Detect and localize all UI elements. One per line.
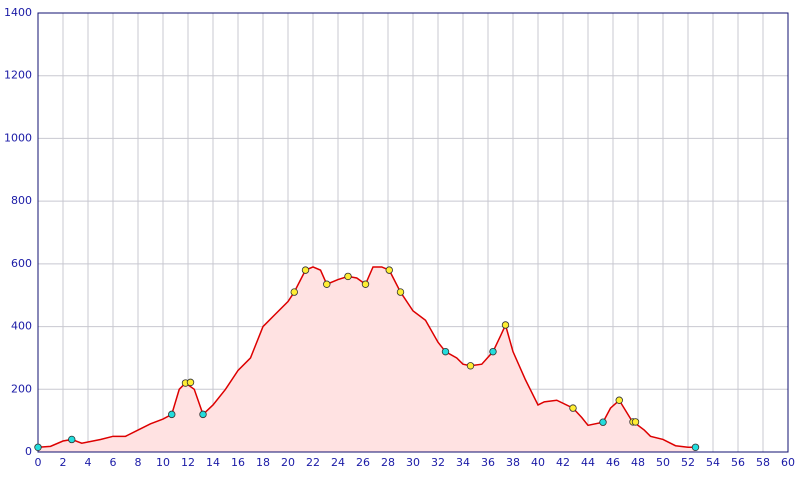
x-tick-label: 20 <box>281 456 295 469</box>
x-tick-label: 4 <box>85 456 92 469</box>
y-tick-label: 1000 <box>4 131 32 144</box>
x-tick-label: 24 <box>331 456 345 469</box>
waypoint-marker <box>631 418 640 426</box>
x-tick-label: 14 <box>206 456 220 469</box>
waypoint-marker <box>361 280 370 288</box>
x-tick-label: 18 <box>256 456 270 469</box>
x-tick-label: 16 <box>231 456 245 469</box>
x-tick-label: 22 <box>306 456 320 469</box>
waypoint-marker <box>323 280 331 288</box>
y-tick-label: 400 <box>11 320 32 333</box>
plot-border <box>37 12 789 453</box>
y-tick-label: 200 <box>11 382 32 395</box>
waypoint-marker <box>489 347 497 356</box>
x-tick-label: 8 <box>135 456 142 469</box>
waypoint-marker <box>569 404 577 412</box>
x-tick-label: 0 <box>35 456 42 469</box>
waypoint-marker <box>168 410 176 419</box>
x-tick-label: 38 <box>506 456 520 469</box>
waypoint-marker <box>599 418 607 426</box>
waypoint-marker <box>301 266 310 274</box>
x-tick-label: 2 <box>60 456 67 469</box>
waypoint-marker <box>396 288 405 296</box>
y-tick-label: 800 <box>11 194 32 207</box>
x-tick-label: 34 <box>456 456 470 469</box>
x-tick-label: 50 <box>656 456 670 469</box>
waypoint-marker <box>501 321 510 329</box>
x-tick-label: 30 <box>406 456 420 469</box>
waypoint-marker <box>344 272 352 281</box>
waypoint-marker <box>290 288 298 296</box>
x-tick-label: 54 <box>706 456 720 469</box>
waypoint-marker <box>199 410 207 419</box>
waypoint-marker <box>68 435 76 444</box>
x-tick-label: 26 <box>356 456 370 469</box>
x-tick-label: 6 <box>110 456 117 469</box>
x-tick-label: 28 <box>381 456 395 469</box>
waypoint-marker <box>466 362 475 370</box>
y-tick-label: 1400 <box>4 6 32 19</box>
x-tick-label: 60 <box>781 456 795 469</box>
x-tick-label: 46 <box>606 456 620 469</box>
x-tick-label: 56 <box>731 456 745 469</box>
x-tick-label: 32 <box>431 456 445 469</box>
x-tick-label: 58 <box>756 456 770 469</box>
y-tick-label: 1200 <box>4 69 32 82</box>
x-tick-label: 52 <box>681 456 695 469</box>
x-tick-label: 42 <box>556 456 570 469</box>
x-tick-label: 12 <box>181 456 195 469</box>
x-tick-label: 10 <box>156 456 170 469</box>
y-tick-label: 600 <box>11 257 32 270</box>
waypoint-marker <box>691 443 700 451</box>
x-tick-label: 44 <box>581 456 595 469</box>
area-fill <box>38 266 696 452</box>
waypoint-marker <box>441 347 450 356</box>
y-tick-label: 0 <box>25 445 32 458</box>
waypoint-marker <box>385 266 393 274</box>
waypoint-marker <box>186 378 195 387</box>
x-tick-label: 36 <box>481 456 495 469</box>
waypoint-marker <box>34 443 42 451</box>
x-tick-label: 40 <box>531 456 545 469</box>
x-tick-label: 48 <box>631 456 645 469</box>
waypoint-marker <box>615 396 623 404</box>
